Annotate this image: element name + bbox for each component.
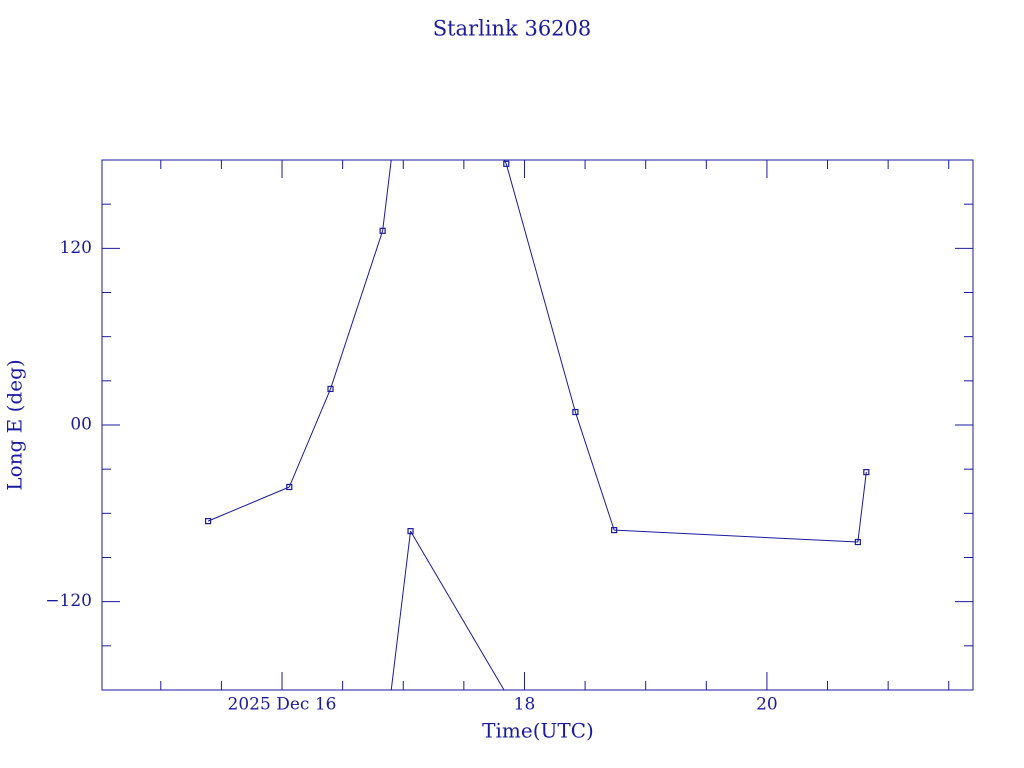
y-tick-label: 120 [60,238,92,258]
line-segment [574,411,615,531]
line-segment [288,388,331,488]
y-axis-label: Long E (deg) [3,359,27,490]
chart-title: Starlink 36208 [433,17,592,41]
data-point [572,408,579,416]
line-segment [207,486,290,522]
x-axis-label: Time(UTC) [482,719,594,743]
x-tick-label: 20 [756,695,778,715]
x-tick-label: 2025 Dec 16 [228,695,337,715]
data-point [863,469,870,476]
data-point [854,538,861,546]
y-tick-label: 00 [70,415,92,435]
x-tick-label: 18 [514,695,536,715]
data-point [407,528,414,535]
data-point [327,385,334,393]
line-segment [410,530,505,690]
plot-frame [101,159,974,691]
line-segment [505,163,576,413]
line-segment [614,529,858,543]
line-segment [382,160,392,231]
data-point [204,518,212,525]
y-tick-label: −120 [45,591,92,611]
data-point [503,160,510,167]
line-segment [390,531,412,690]
line-segment [330,230,384,390]
data-point [286,483,293,491]
data-point [379,227,386,234]
data-point [611,527,618,534]
line-segment [857,472,867,543]
plot-area [207,160,867,690]
